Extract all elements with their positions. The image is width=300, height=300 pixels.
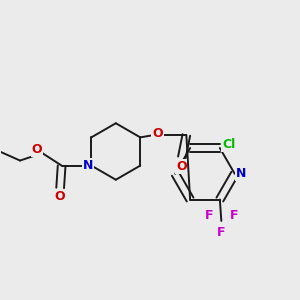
Text: N: N (236, 167, 246, 180)
Text: N: N (82, 159, 93, 172)
Text: Cl: Cl (222, 138, 236, 151)
Text: O: O (55, 190, 65, 203)
Text: F: F (217, 226, 226, 239)
Text: O: O (176, 160, 187, 173)
Text: F: F (230, 209, 238, 222)
Text: F: F (205, 209, 213, 222)
Text: O: O (32, 143, 42, 156)
Text: O: O (152, 127, 163, 140)
